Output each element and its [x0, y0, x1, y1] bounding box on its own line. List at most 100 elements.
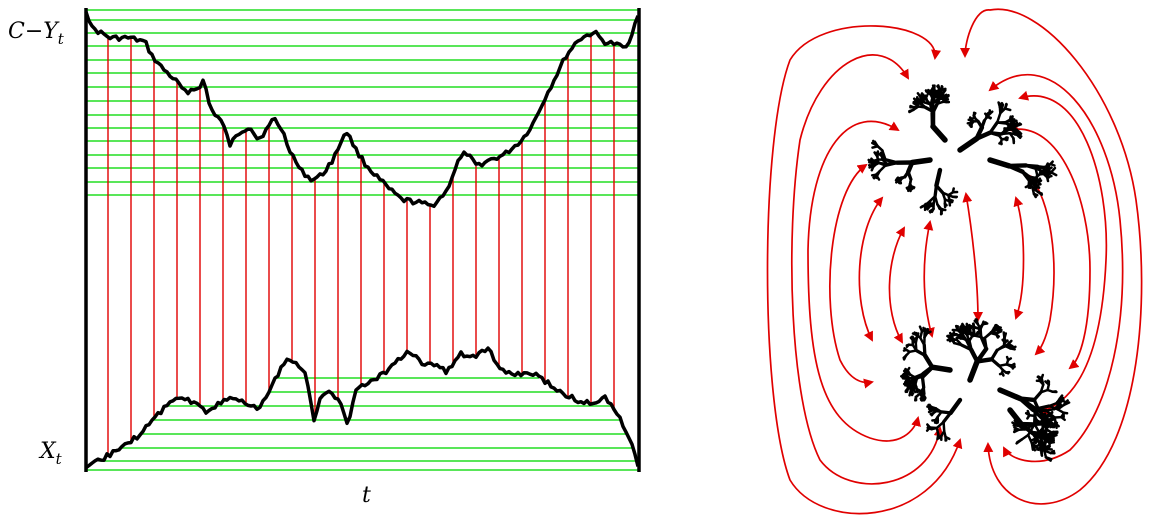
tree-branch [1032, 183, 1037, 190]
tree-branch [1044, 407, 1056, 412]
tree-branch [1011, 128, 1019, 135]
tree-branch [873, 151, 879, 158]
tree-branch [902, 374, 907, 379]
tree-branch [1049, 160, 1054, 166]
tree-branch [875, 143, 884, 152]
tree-branch [937, 91, 943, 96]
tree-branch [936, 432, 940, 441]
tree-branch [881, 149, 887, 161]
red-arrow-curve [1018, 90, 1108, 415]
tree-branch [898, 179, 903, 185]
top-curve-c-minus-y [84, 11, 640, 209]
tree-branch [959, 326, 963, 333]
tree-branch [1005, 355, 1010, 362]
tree-branch [999, 140, 1003, 146]
tree-branch [914, 341, 918, 352]
tree-branch [1013, 426, 1021, 431]
tree-branch [896, 177, 900, 182]
tree-branch [928, 207, 935, 213]
tree-branch [988, 131, 1001, 137]
tree-branch [1032, 192, 1037, 199]
tree-branch [948, 397, 963, 416]
tree-branch [909, 185, 913, 191]
tree-branch [915, 387, 922, 392]
tree-branch [920, 203, 927, 208]
tree-branch [920, 365, 935, 379]
tree-branch [1026, 433, 1034, 445]
tree-branch [1047, 434, 1053, 439]
tree-branch [920, 395, 925, 401]
tree-branch [982, 336, 988, 351]
tree-branch [974, 130, 993, 141]
red-arrow-curve [1028, 174, 1055, 356]
tree-branch [1047, 169, 1051, 175]
red-arrow-curve [923, 220, 935, 338]
tree-branch [877, 161, 889, 166]
tree-branch [1032, 398, 1041, 413]
tree-branch [905, 379, 910, 383]
tree-branch [920, 375, 926, 389]
red-arrow-curve [962, 192, 983, 322]
tree-branch [912, 375, 925, 380]
tree-branch [1037, 180, 1042, 186]
tree-branch [1044, 416, 1050, 421]
tree-branch [987, 157, 1012, 169]
tree-branch [1060, 415, 1066, 422]
tree-branch [983, 331, 993, 340]
tree-branch [1010, 364, 1015, 370]
tree-branch [902, 348, 908, 352]
tree-branch [1028, 185, 1034, 189]
tree-branch [1042, 425, 1050, 435]
tree-branch [1049, 171, 1058, 177]
red-arrow-curve [790, 54, 944, 485]
tree-branch [1042, 412, 1047, 418]
tree-branch [1016, 438, 1023, 444]
tree-branch [1036, 375, 1043, 380]
tree-branch [1036, 165, 1047, 169]
tree-branch [1004, 371, 1010, 375]
tree-branch [1051, 430, 1059, 435]
tree-branch [925, 330, 932, 335]
tree-branch [989, 348, 999, 361]
tree-branch [1047, 401, 1059, 408]
tree-branch [1046, 379, 1051, 386]
tree-branch [930, 123, 948, 143]
tree-branch [927, 204, 932, 210]
tree-branch [1059, 399, 1066, 403]
tree-branch [1033, 178, 1037, 184]
tree-branch [1033, 444, 1039, 449]
tree-branch [1052, 420, 1057, 427]
tree-branch [934, 419, 940, 424]
tree-branch [921, 94, 926, 100]
tree-branch [1020, 170, 1031, 179]
tree-branch [974, 330, 980, 337]
horizontal-green-lines [86, 9, 639, 471]
tree-branch [935, 95, 941, 101]
tree-branch [902, 369, 908, 374]
axis-label-t: t [362, 483, 371, 508]
tree-branch [973, 319, 979, 326]
bottom-curve-x [84, 346, 640, 470]
tree-branch [1020, 433, 1030, 441]
tree-branch [977, 327, 983, 339]
tree-branch [879, 151, 883, 158]
tree-branch [904, 381, 910, 385]
red-arrow-curve [960, 8, 1143, 505]
tree-branch [995, 328, 1002, 333]
tree-interface-diagram [766, 8, 1143, 515]
tree-branch [1032, 390, 1043, 402]
red-arrow-curve [888, 226, 905, 344]
tree-branch [941, 91, 945, 99]
tree-branch [929, 102, 935, 115]
tree-branch [989, 357, 1001, 368]
tree-branch [918, 325, 924, 333]
tree-branch [995, 333, 1000, 339]
tree-branch [1018, 396, 1037, 403]
tree-branch [952, 341, 964, 347]
tree-branch [902, 354, 908, 361]
tree-branch [1039, 383, 1045, 394]
tree-branch [975, 357, 994, 364]
tree-branch [959, 334, 969, 343]
tree-branch [930, 89, 935, 95]
red-arrow-curves [766, 8, 1143, 515]
